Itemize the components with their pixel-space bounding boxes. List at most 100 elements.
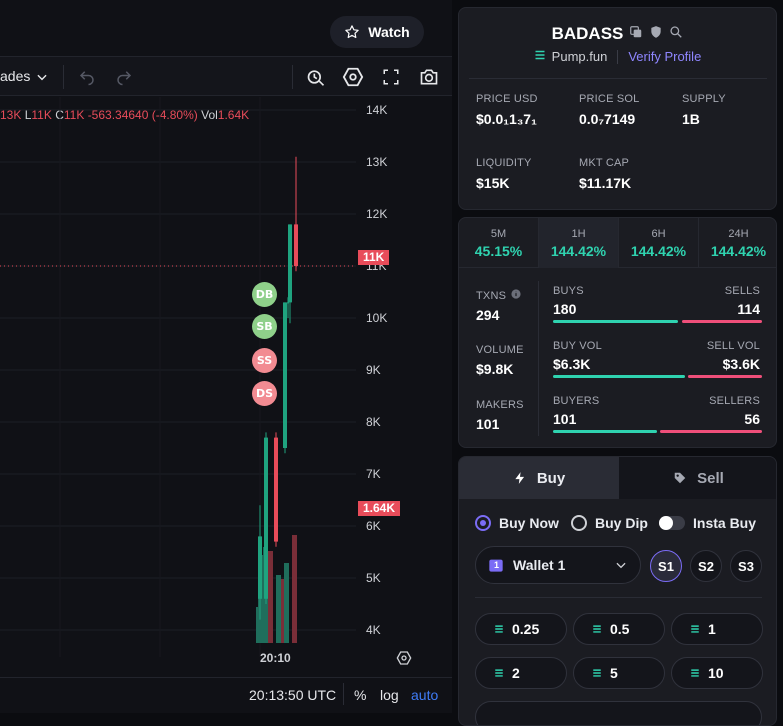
star-icon	[345, 25, 359, 39]
makers-value: 101	[476, 416, 500, 432]
price-usd-value: $0.0₁1₃7₁	[476, 111, 537, 127]
tab-label: 24H	[728, 227, 749, 240]
redo-icon[interactable]	[112, 65, 136, 89]
tab-sell[interactable]: Sell	[619, 457, 776, 499]
amount-button[interactable]: 0.25	[475, 613, 567, 645]
insta-buy-label: Insta Buy	[693, 515, 757, 531]
trades-dropdown[interactable]: ades	[0, 68, 31, 84]
mktcap-value: $11.17K	[579, 175, 632, 191]
auto-toggle[interactable]: auto	[411, 687, 439, 703]
volume-bar	[276, 575, 281, 643]
amount-button[interactable]: 0.5	[573, 613, 665, 645]
fullscreen-icon[interactable]	[379, 65, 403, 89]
info-icon[interactable]	[511, 289, 521, 302]
price-sol-label: PRICE SOL	[579, 93, 640, 105]
timeframe-tabs: 5M 45.15% 1H 144.42% 6H 144.42% 24H 144.…	[459, 218, 776, 268]
legend-open: 13K	[0, 108, 22, 122]
liquidity-value: $15K	[476, 175, 510, 191]
indicator-icon[interactable]	[304, 65, 328, 89]
last-price-tag: 11K	[358, 250, 390, 265]
sol-icon	[494, 621, 504, 637]
amount-button[interactable]: 5	[573, 657, 665, 689]
token-name: BADASS	[551, 24, 624, 43]
slot-s3-button[interactable]: S3	[730, 550, 762, 582]
tab-buy[interactable]: Buy	[459, 457, 619, 499]
amount-label: 0.5	[610, 621, 630, 637]
amount-label: 0.25	[512, 621, 540, 637]
wallet-label: Wallet 1	[513, 557, 566, 573]
radio-selected-icon	[475, 515, 491, 531]
divider	[469, 78, 767, 79]
slot-s1-button[interactable]: S1	[650, 550, 682, 582]
radio-icon	[571, 515, 587, 531]
tab-24h[interactable]: 24H 144.42%	[699, 218, 776, 268]
insta-buy-toggle[interactable]: Insta Buy	[659, 515, 756, 531]
amount-button[interactable]: 10	[671, 657, 763, 689]
platform-name[interactable]: Pump.fun	[551, 49, 608, 64]
settings-hex-icon[interactable]	[341, 65, 365, 89]
txns-value: 294	[476, 307, 500, 323]
buy-now-option[interactable]: Buy Now	[475, 515, 559, 531]
sellvol-value: $3.6K	[722, 356, 760, 372]
toggle-icon	[659, 516, 685, 530]
marker-snipe-buy[interactable]: SB	[252, 314, 277, 339]
axis-tick-label: 6K	[366, 519, 381, 533]
tab-5m[interactable]: 5M 45.15%	[459, 218, 539, 268]
wallet-icon: 1	[488, 557, 504, 573]
candle-body	[294, 224, 298, 266]
wallet-select[interactable]: 1 Wallet 1	[475, 546, 641, 584]
legend-low: 11K	[31, 108, 52, 122]
legend-vol: 1.64K	[217, 108, 250, 122]
amount-button[interactable]: 2	[475, 657, 567, 689]
undo-icon[interactable]	[75, 65, 99, 89]
stats-divider	[538, 281, 539, 436]
buyvol-value: $6.3K	[553, 356, 591, 372]
search-icon[interactable]	[669, 25, 683, 44]
copy-icon[interactable]	[629, 25, 643, 44]
marker-dev-buy[interactable]: DB	[252, 282, 277, 307]
slot-s2-button[interactable]: S2	[690, 550, 722, 582]
axis-tick-label: 5K	[366, 571, 381, 585]
time-axis-label: 20:10	[260, 651, 291, 665]
bolt-icon	[515, 472, 524, 484]
watch-button[interactable]: Watch	[330, 16, 424, 48]
shield-icon[interactable]	[649, 25, 663, 44]
buys-bar	[553, 320, 678, 323]
buy-dip-option[interactable]: Buy Dip	[571, 515, 648, 531]
percent-toggle[interactable]: %	[354, 687, 367, 703]
custom-amount-input[interactable]	[475, 701, 762, 725]
price-chart[interactable]	[0, 97, 452, 677]
liquidity-label: LIQUIDITY	[476, 157, 532, 169]
marker-dev-sell[interactable]: DS	[252, 381, 277, 406]
tab-change: 144.42%	[630, 242, 687, 259]
legend-low-key: L	[24, 108, 32, 122]
volume-bar	[284, 563, 289, 643]
chart-topbar: Watch	[0, 0, 452, 56]
tab-label: 6H	[651, 227, 666, 240]
sells-bar	[682, 320, 762, 323]
log-toggle[interactable]: log	[380, 687, 399, 703]
camera-icon[interactable]	[417, 65, 441, 89]
axis-tick-label: 9K	[366, 363, 381, 377]
marker-snipe-sell[interactable]: SS	[252, 348, 277, 373]
volume-bar	[262, 559, 266, 643]
amount-button[interactable]: 1	[671, 613, 763, 645]
tab-1h[interactable]: 1H 144.42%	[539, 218, 619, 268]
volume-bar	[268, 551, 273, 643]
wallet-badge: 1	[494, 560, 500, 570]
supply-value: 1B	[682, 111, 700, 127]
volume-bar	[281, 579, 286, 643]
chevron-down-icon[interactable]	[30, 65, 54, 89]
candle-body	[287, 302, 289, 304]
tab-6h[interactable]: 6H 144.42%	[619, 218, 699, 268]
sells-label: SELLS	[724, 285, 760, 297]
mktcap-label: MKT CAP	[579, 157, 630, 169]
candle-body	[264, 437, 268, 599]
supply-label: SUPPLY	[682, 93, 726, 105]
buyers-value: 101	[553, 411, 577, 427]
axis-settings-icon[interactable]	[396, 650, 412, 671]
verify-profile-link[interactable]: Verify Profile	[628, 49, 702, 64]
axis-tick-label: 14K	[366, 103, 388, 117]
makers-label: MAKERS	[476, 399, 524, 411]
volume-value: $9.8K	[476, 361, 514, 377]
